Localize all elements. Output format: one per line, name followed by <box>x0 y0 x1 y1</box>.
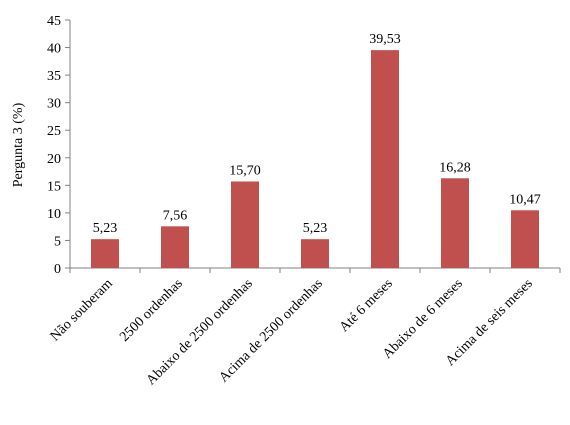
data-label: 5,23 <box>93 221 118 236</box>
bar <box>91 239 119 268</box>
y-tick-label: 40 <box>47 42 61 57</box>
bar <box>441 178 469 268</box>
y-axis-title: Pergunta 3 (%) <box>11 102 26 187</box>
bar <box>301 239 329 268</box>
data-label: 10,47 <box>509 192 541 207</box>
data-label: 15,70 <box>229 163 261 178</box>
y-tick-label: 25 <box>47 124 61 139</box>
y-tick-label: 10 <box>47 207 61 222</box>
bars <box>91 50 539 268</box>
data-label: 7,56 <box>163 208 188 223</box>
x-axis <box>69 267 561 273</box>
category-label: Não souberam <box>48 276 116 344</box>
data-labels: 5,23 7,56 15,70 5,23 39,53 16,28 10,47 <box>93 32 541 236</box>
bar <box>231 181 259 268</box>
y-tick-label: 0 <box>54 262 61 277</box>
category-label: Até 6 meses <box>337 276 396 335</box>
bar <box>371 50 399 268</box>
category-label: 2500 ordenhas <box>117 276 186 345</box>
y-tick-label: 15 <box>47 179 61 194</box>
data-label: 5,23 <box>303 221 328 236</box>
data-label: 16,28 <box>439 160 471 175</box>
y-tick-label: 45 <box>47 14 61 29</box>
bar <box>161 226 189 268</box>
y-tick-label: 30 <box>47 97 61 112</box>
y-tick-label: 35 <box>47 69 61 84</box>
y-tick-label: 20 <box>47 152 61 167</box>
data-label: 39,53 <box>369 32 401 47</box>
bar <box>511 210 539 268</box>
y-axis: 0 5 10 15 20 25 30 35 40 45 <box>47 14 71 277</box>
y-tick-label: 5 <box>54 234 61 249</box>
